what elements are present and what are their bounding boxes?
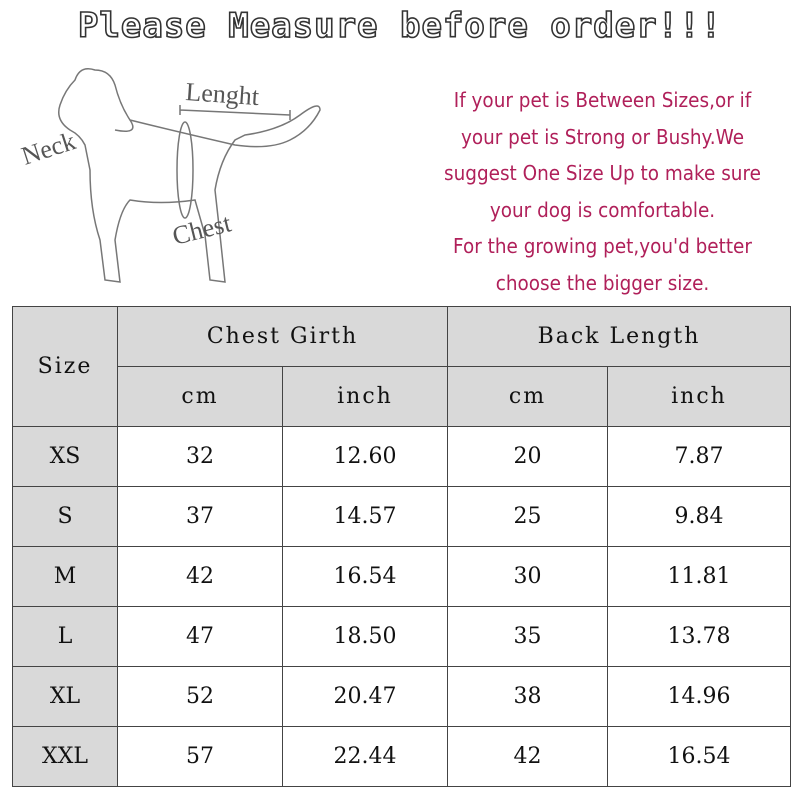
back-length-header: Back Length (447, 306, 791, 367)
value-cell: 25 (447, 486, 608, 547)
table-row: M 42 16.54 30 11.81 (12, 546, 791, 607)
value-cell: 9.84 (607, 486, 791, 547)
value-cell: 7.87 (607, 426, 791, 487)
dog-measurement-diagram: Neck Lenght Chest (20, 68, 321, 283)
table-row: XL 52 20.47 38 14.96 (12, 666, 791, 727)
value-cell: 42 (447, 726, 608, 787)
value-cell: 52 (117, 666, 283, 727)
sizing-advice: If your pet is Between Sizes,or if your … (421, 82, 784, 301)
value-cell: 14.96 (607, 666, 791, 727)
advice-line: your dog is comfortable. (489, 197, 716, 222)
size-cell: XL (12, 666, 118, 727)
unit-header: cm (117, 366, 283, 427)
size-cell: XS (12, 426, 118, 487)
size-cell: S (12, 486, 118, 547)
value-cell: 37 (117, 486, 283, 547)
size-cell: M (12, 546, 118, 607)
value-cell: 32 (117, 426, 283, 487)
unit-header: inch (607, 366, 791, 427)
value-cell: 57 (117, 726, 283, 787)
table-row: XS 32 12.60 20 7.87 (12, 426, 791, 487)
size-table: Size Chest Girth Back Length cm inch cm … (12, 306, 791, 787)
value-cell: 14.57 (282, 486, 448, 547)
advice-line: your pet is Strong or Bushy.We (460, 124, 745, 149)
chest-girth-header: Chest Girth (117, 306, 448, 367)
value-cell: 20 (447, 426, 608, 487)
value-cell: 20.47 (282, 666, 448, 727)
value-cell: 35 (447, 606, 608, 667)
value-cell: 12.60 (282, 426, 448, 487)
advice-line: choose the bigger size. (495, 270, 710, 295)
table-row: XXL 57 22.44 42 16.54 (12, 726, 791, 787)
value-cell: 22.44 (282, 726, 448, 787)
advice-line: suggest One Size Up to make sure (444, 161, 761, 185)
advice-line: For the growing pet,you'd better (453, 234, 752, 258)
value-cell: 38 (447, 666, 608, 727)
value-cell: 47 (117, 606, 283, 667)
value-cell: 16.54 (607, 726, 791, 787)
table-row: S 37 14.57 25 9.84 (12, 486, 791, 547)
size-cell: L (12, 606, 118, 667)
size-header: Size (12, 306, 118, 427)
neck-label: Neck (20, 126, 79, 171)
table-row: L 47 18.50 35 13.78 (12, 606, 791, 667)
value-cell: 16.54 (282, 546, 448, 607)
value-cell: 13.78 (607, 606, 791, 667)
length-label: Lenght (185, 77, 261, 111)
size-cell: XXL (12, 726, 118, 787)
unit-header: cm (447, 366, 608, 427)
value-cell: 18.50 (282, 606, 448, 667)
chest-label: Chest (169, 208, 234, 251)
title: Please Measure before order!!! (77, 5, 723, 47)
advice-line: If your pet is Between Sizes,or if (453, 88, 752, 112)
value-cell: 30 (447, 546, 608, 607)
dog-outline-icon (58, 68, 321, 283)
value-cell: 42 (117, 546, 283, 607)
value-cell: 11.81 (607, 546, 791, 607)
unit-header: inch (282, 366, 448, 427)
